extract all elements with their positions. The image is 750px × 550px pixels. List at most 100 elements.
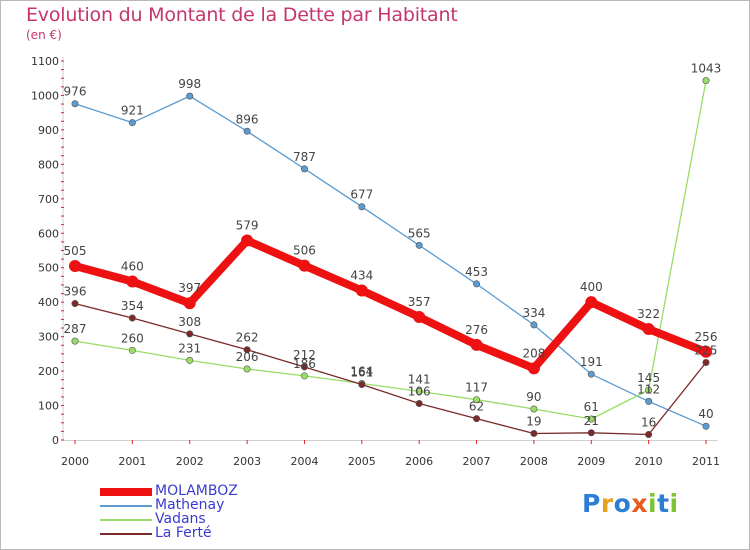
data-label-mathenay: 191 xyxy=(580,355,603,369)
data-point-molamboz xyxy=(298,259,311,272)
data-point-molamboz xyxy=(527,362,540,375)
legend-label: MOLAMBOZ xyxy=(155,483,238,499)
y-tick-label: 900 xyxy=(38,124,59,137)
data-label-vadans: 164 xyxy=(350,364,373,378)
data-label-la-fert-: 16 xyxy=(641,415,656,429)
data-point-vadans xyxy=(587,415,595,423)
data-point-vadans xyxy=(702,77,710,85)
data-point-vadans xyxy=(243,365,251,373)
logo-letter: P xyxy=(582,489,601,518)
x-tick-label: 2004 xyxy=(290,455,318,468)
y-tick-label: 300 xyxy=(38,331,59,344)
data-label-molamboz: 256 xyxy=(695,330,718,344)
data-point-molamboz xyxy=(241,234,254,247)
data-point-vadans xyxy=(473,396,481,404)
data-point-molamboz xyxy=(642,323,655,336)
data-point-molamboz xyxy=(355,284,368,297)
data-label-molamboz: 434 xyxy=(350,268,373,282)
data-label-vadans: 1043 xyxy=(691,62,722,76)
x-tick-label: 2005 xyxy=(348,455,376,468)
legend-swatch xyxy=(100,533,152,535)
data-point-la-fert- xyxy=(243,346,251,354)
data-label-la-fert-: 106 xyxy=(408,384,431,398)
data-point-molamboz xyxy=(183,297,196,310)
data-label-la-fert-: 212 xyxy=(293,348,316,362)
legend-item: Vadans xyxy=(100,511,300,528)
data-point-la-fert- xyxy=(587,429,595,437)
x-tick-label: 2000 xyxy=(61,455,89,468)
y-tick-label: 600 xyxy=(38,227,59,240)
data-label-vadans: 260 xyxy=(121,331,144,345)
data-label-molamboz: 276 xyxy=(465,323,488,337)
data-point-la-fert- xyxy=(415,399,423,407)
x-tick-label: 2008 xyxy=(520,455,548,468)
data-label-mathenay: 40 xyxy=(698,407,713,421)
data-label-vadans: 90 xyxy=(526,390,541,404)
data-point-vadans xyxy=(645,386,653,394)
data-label-mathenay: 112 xyxy=(637,382,660,396)
data-point-la-fert- xyxy=(473,415,481,423)
chart-subtitle: (en €) xyxy=(26,28,62,42)
y-tick-label: 100 xyxy=(38,400,59,413)
data-point-la-fert- xyxy=(71,300,79,308)
data-point-mathenay xyxy=(415,241,423,249)
y-tick-label: 1000 xyxy=(31,89,59,102)
x-tick-label: 2002 xyxy=(176,455,204,468)
data-label-vadans: 141 xyxy=(408,372,431,386)
data-point-molamboz xyxy=(585,296,598,309)
data-label-la-fert-: 225 xyxy=(695,343,718,357)
data-label-la-fert-: 21 xyxy=(584,414,599,428)
data-label-molamboz: 505 xyxy=(64,244,87,258)
data-point-mathenay xyxy=(243,127,251,135)
data-label-mathenay: 787 xyxy=(293,150,316,164)
data-label-la-fert-: 19 xyxy=(526,414,541,428)
y-tick-label: 200 xyxy=(38,365,59,378)
legend-swatch xyxy=(100,505,152,507)
x-tick-label: 2006 xyxy=(405,455,433,468)
data-point-la-fert- xyxy=(300,363,308,371)
x-tick-label: 2010 xyxy=(635,455,663,468)
series-line-molamboz xyxy=(71,236,710,373)
data-point-mathenay xyxy=(128,119,136,127)
data-label-molamboz: 322 xyxy=(637,307,660,321)
data-label-molamboz: 506 xyxy=(293,244,316,258)
legend-label: Vadans xyxy=(155,511,206,527)
data-label-vadans: 231 xyxy=(178,341,201,355)
y-tick-label: 1100 xyxy=(31,55,59,68)
legend-item: Mathenay xyxy=(100,497,300,514)
logo-letter: i xyxy=(669,489,679,518)
data-label-la-fert-: 161 xyxy=(350,366,373,380)
data-label-vadans: 145 xyxy=(637,371,660,385)
data-point-mathenay xyxy=(300,165,308,173)
data-label-molamboz: 579 xyxy=(236,219,259,233)
logo-letter: t xyxy=(657,489,670,518)
legend-swatch xyxy=(100,519,152,521)
chart-title: Evolution du Montant de la Dette par Hab… xyxy=(26,4,458,26)
data-label-la-fert-: 62 xyxy=(469,400,484,414)
data-label-mathenay: 998 xyxy=(178,77,201,91)
data-label-mathenay: 453 xyxy=(465,265,488,279)
data-label-molamboz: 357 xyxy=(408,295,431,309)
data-point-molamboz xyxy=(470,338,483,351)
data-point-vadans xyxy=(71,337,79,345)
data-label-la-fert-: 354 xyxy=(121,299,144,313)
legend-item: MOLAMBOZ xyxy=(100,483,300,500)
data-label-mathenay: 334 xyxy=(522,306,545,320)
data-label-vadans: 61 xyxy=(584,400,599,414)
data-point-mathenay xyxy=(530,321,538,329)
x-tick-label: 2001 xyxy=(118,455,146,468)
data-point-vadans xyxy=(415,387,423,395)
data-label-vadans: 287 xyxy=(64,322,87,336)
data-label-mathenay: 565 xyxy=(408,226,431,240)
data-point-mathenay xyxy=(358,203,366,211)
data-label-vadans: 206 xyxy=(236,350,259,364)
data-point-molamboz xyxy=(126,275,139,288)
legend-label: Mathenay xyxy=(155,497,225,513)
logo-letter: x xyxy=(631,489,648,518)
data-point-vadans xyxy=(186,356,194,364)
data-label-la-fert-: 396 xyxy=(64,285,87,299)
data-label-molamboz: 397 xyxy=(178,281,201,295)
data-label-mathenay: 921 xyxy=(121,104,144,118)
